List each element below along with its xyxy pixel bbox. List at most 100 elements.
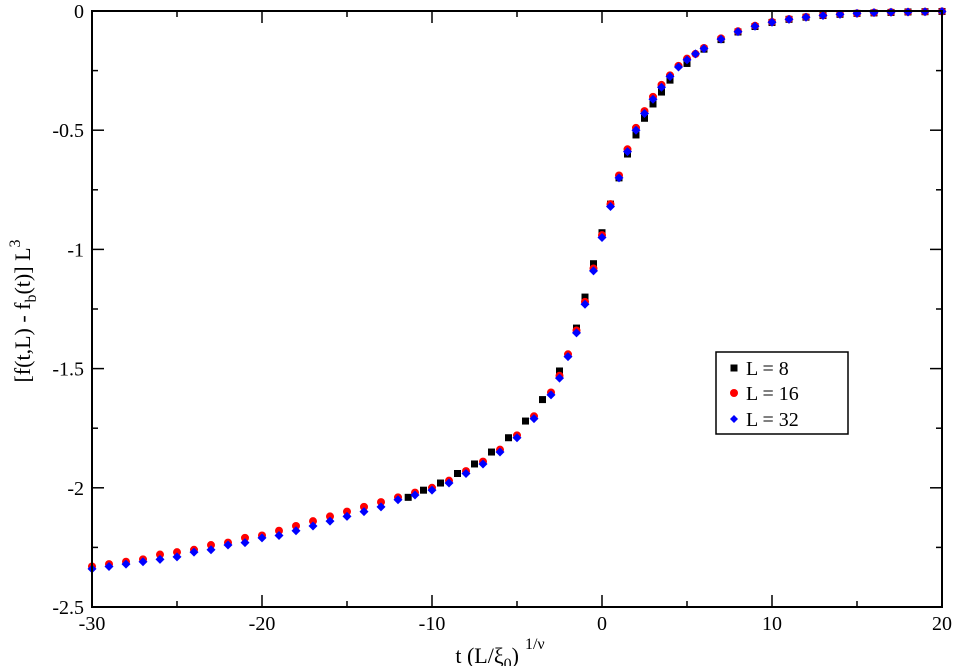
- data-point-square: [632, 131, 640, 139]
- data-point-diamond: [461, 468, 471, 478]
- data-point-diamond: [606, 201, 615, 211]
- x-tick-label: 10: [762, 613, 782, 635]
- data-point-diamond: [427, 485, 437, 495]
- data-point-square: [454, 469, 461, 477]
- y-axis-label: [f(t,L) - fb(t)] L3: [7, 239, 40, 382]
- data-point-diamond: [291, 526, 301, 536]
- data-point-diamond: [376, 502, 386, 512]
- data-point-diamond: [257, 533, 267, 543]
- data-point-diamond: [818, 11, 828, 21]
- data-point-circle: [360, 502, 368, 511]
- legend-marker-circle: [730, 389, 738, 397]
- y-axis-label-part2: (t)] L: [10, 247, 35, 294]
- tick-labels: -30 -20 -10 0 10 20 0 -0.5 -1 -1.5 -2 -2.5: [52, 1, 952, 635]
- data-point-circle: [377, 498, 385, 507]
- axis-ticks: [91, 10, 943, 608]
- data-point-diamond: [640, 109, 649, 119]
- y-tick-label: -1: [67, 239, 84, 261]
- data-point-diamond: [733, 27, 743, 37]
- x-axis-label-close: ): [512, 643, 519, 666]
- data-point-circle: [292, 521, 300, 530]
- data-point-diamond: [172, 552, 182, 562]
- series-1: [404, 7, 946, 501]
- legend-label-l16: L = 16: [746, 383, 799, 405]
- data-point-square: [522, 417, 529, 425]
- data-point-diamond: [572, 328, 581, 338]
- data-point-square: [488, 448, 495, 456]
- data-point-diamond: [410, 490, 420, 500]
- data-point-diamond: [155, 554, 165, 564]
- x-tick-label: -30: [79, 613, 106, 635]
- data-point-circle: [343, 507, 351, 516]
- data-point-diamond: [801, 12, 811, 22]
- data-point-diamond: [206, 545, 216, 555]
- data-point-diamond: [529, 414, 539, 424]
- data-point-diamond: [495, 447, 505, 457]
- legend-box: [715, 351, 849, 435]
- data-point-square: [437, 479, 444, 487]
- series-2: [88, 7, 946, 571]
- data-point-diamond: [223, 540, 233, 550]
- data-point-square: [641, 114, 648, 122]
- data-point-diamond: [835, 9, 845, 19]
- data-point-circle: [173, 548, 181, 557]
- data-points: [87, 6, 947, 574]
- data-point-diamond: [393, 495, 403, 505]
- data-point-diamond: [682, 55, 692, 65]
- data-point-square: [471, 460, 478, 468]
- legend-item-l16: L = 16: [730, 383, 799, 405]
- legend-item-l32: L = 32: [730, 409, 799, 431]
- y-tick-label: 0: [74, 1, 84, 23]
- data-point-diamond: [886, 7, 896, 17]
- x-tick-label: -20: [249, 613, 276, 635]
- y-axis-label-part1: [f(t,L) - f: [10, 302, 35, 383]
- legend-marker-diamond: [730, 415, 738, 423]
- data-point-square: [658, 88, 665, 96]
- data-point-diamond: [614, 173, 624, 183]
- data-point-diamond: [121, 559, 131, 569]
- data-point-diamond: [665, 72, 675, 82]
- data-point-diamond: [563, 352, 573, 362]
- y-tick-label: -0.5: [52, 120, 84, 142]
- data-point-circle: [207, 541, 215, 550]
- legend-label-l8: L = 8: [746, 358, 789, 380]
- data-point-diamond: [691, 49, 700, 59]
- y-axis-label-sub: b: [23, 295, 40, 303]
- data-point-diamond: [274, 530, 284, 540]
- data-point-diamond: [580, 299, 590, 309]
- data-point-diamond: [597, 232, 607, 242]
- data-point-diamond: [716, 34, 726, 44]
- series-3: [87, 6, 947, 574]
- x-tick-label: 20: [932, 613, 952, 635]
- data-point-diamond: [648, 94, 658, 104]
- data-point-diamond: [699, 44, 709, 54]
- y-tick-label: -2.5: [52, 597, 84, 619]
- data-point-diamond: [240, 538, 250, 548]
- y-tick-label: -2: [67, 478, 84, 500]
- x-tick-label: 0: [597, 613, 607, 635]
- data-point-diamond: [189, 547, 199, 557]
- data-point-circle: [241, 533, 249, 542]
- data-point-circle: [309, 517, 317, 526]
- legend-item-l8: L = 8: [730, 358, 789, 380]
- data-point-diamond: [750, 21, 760, 31]
- plot-frame: [91, 10, 943, 608]
- data-point-diamond: [767, 17, 777, 27]
- x-tick-label: -10: [419, 613, 446, 635]
- data-point-circle: [326, 512, 334, 521]
- data-point-diamond: [308, 521, 318, 531]
- data-point-diamond: [657, 82, 666, 92]
- x-axis-label-sub: 0: [504, 656, 512, 666]
- data-point-diamond: [444, 478, 454, 488]
- data-point-square: [581, 293, 589, 301]
- data-point-diamond: [512, 433, 522, 443]
- data-point-diamond: [104, 561, 114, 571]
- data-point-diamond: [342, 511, 352, 521]
- data-point-diamond: [555, 373, 564, 383]
- x-axis-label-sup: 1/ν: [525, 636, 545, 653]
- legend: L = 8 L = 16 L = 32: [715, 351, 849, 435]
- data-point-diamond: [631, 125, 641, 135]
- data-point-diamond: [546, 390, 556, 400]
- data-point-square: [420, 486, 427, 494]
